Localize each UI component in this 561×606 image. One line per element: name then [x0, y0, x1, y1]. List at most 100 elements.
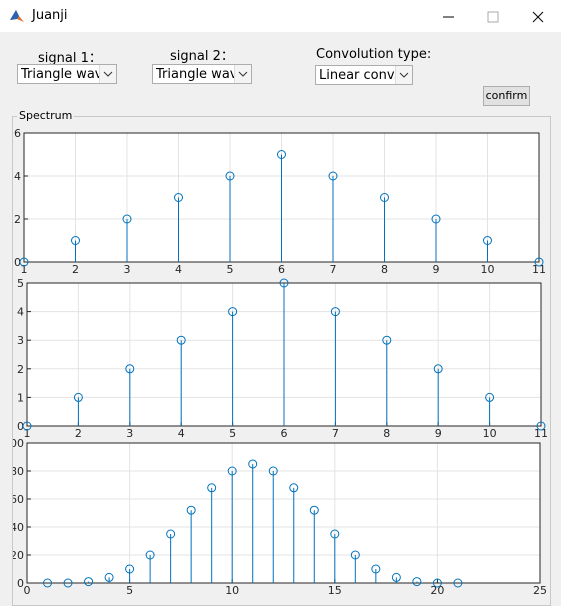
stem-marker [228, 307, 238, 317]
stem-marker [432, 578, 442, 588]
y-tick-label: 0 [14, 256, 21, 269]
panel-title: Spectrum [17, 109, 75, 122]
dropdown-value: Triangle wave [21, 67, 111, 82]
stem-marker [104, 572, 114, 582]
stem-marker [22, 421, 32, 431]
stem-marker [431, 214, 441, 224]
y-tick-label: 5 [17, 277, 24, 290]
y-tick-label: 60 [10, 493, 24, 506]
x-tick-label: 9 [435, 427, 442, 440]
stem-marker [309, 505, 319, 515]
y-tick-label: 0 [17, 577, 24, 590]
y-tick-label: 2 [14, 213, 21, 226]
stem-marker [350, 550, 360, 560]
x-tick-label: 10 [481, 263, 495, 276]
stem-marker [43, 578, 53, 588]
stem-marker [453, 578, 463, 588]
stem-marker [268, 466, 278, 476]
stem-marker [176, 335, 186, 345]
y-tick-label: 40 [10, 521, 24, 534]
y-tick-label: 20 [10, 549, 24, 562]
y-tick-label: 6 [14, 127, 21, 140]
x-tick-label: 11 [532, 263, 546, 276]
dropdown-value: Linear conv... [319, 68, 406, 83]
x-tick-label: 4 [175, 263, 182, 276]
app-icon [10, 10, 24, 22]
stem-marker [174, 193, 183, 202]
x-tick-label: 0 [24, 584, 31, 597]
x-tick-label: 7 [332, 427, 339, 440]
y-tick-label: 4 [14, 170, 21, 183]
stem-marker [71, 236, 80, 245]
stem-marker [19, 257, 29, 267]
stem-marker [328, 171, 338, 181]
y-tick-label: 1 [17, 391, 24, 404]
x-tick-label: 6 [281, 427, 288, 440]
x-tick-label: 5 [227, 263, 234, 276]
y-tick-label: 80 [10, 465, 24, 478]
x-tick-label: 4 [178, 427, 185, 440]
y-tick-label: 0 [17, 420, 24, 433]
stem-marker [534, 257, 544, 267]
x-tick-label: 2 [72, 263, 79, 276]
stem-marker [382, 335, 392, 345]
window-buttons [443, 11, 544, 23]
conv-type-dropdown[interactable]: Linear conv... [315, 65, 413, 85]
stem-marker [186, 505, 196, 515]
close-button[interactable] [532, 11, 544, 23]
x-tick-label: 5 [229, 427, 236, 440]
confirm-button[interactable]: confirm [483, 86, 530, 106]
stem-marker [248, 459, 258, 469]
signal1-label: signal 1： [38, 51, 102, 66]
x-tick-label: 10 [483, 427, 497, 440]
x-tick-label: 3 [126, 427, 133, 440]
x-tick-label: 8 [383, 427, 390, 440]
axes-background [27, 443, 540, 583]
stem-marker [207, 483, 217, 493]
x-tick-label: 6 [278, 263, 285, 276]
stem-marker [412, 577, 422, 587]
stem-marker [125, 564, 135, 574]
axes-border [26, 442, 541, 584]
stem-marker [73, 392, 83, 402]
x-tick-label: 1 [24, 427, 31, 440]
title-bar: Juanji [0, 0, 561, 32]
conv-type-label: Convolution type: [316, 47, 432, 62]
maximize-button[interactable] [487, 11, 499, 23]
x-tick-label: 15 [328, 584, 342, 597]
axes: 1 2 3 4 5 6 7 8 9 10 11 0 2 4 6 [14, 127, 546, 276]
stem-marker [485, 392, 495, 402]
stem-marker [63, 578, 73, 588]
y-tick-label: 4 [17, 306, 24, 319]
stem-marker [536, 421, 546, 431]
stem-marker [433, 364, 443, 374]
stem-marker [289, 483, 299, 493]
stem-marker [125, 364, 135, 374]
x-tick-label: 10 [225, 584, 239, 597]
signal2-label: signal 2： [170, 49, 234, 64]
stem-marker [227, 466, 237, 476]
stem-marker [380, 193, 389, 202]
signal1-dropdown[interactable]: Triangle wave [17, 64, 117, 84]
dropdown-value: Triangle wave [156, 67, 246, 82]
x-tick-label: 25 [533, 584, 547, 597]
stem-marker [330, 529, 340, 539]
stem-marker [330, 307, 340, 317]
stem-marker [277, 150, 286, 159]
stem-marker [122, 214, 132, 224]
window-title: Juanji [32, 8, 68, 23]
x-tick-label: 2 [75, 427, 82, 440]
x-tick-label: 1 [21, 263, 28, 276]
signal2-dropdown[interactable]: Triangle wave [152, 64, 252, 84]
stem-marker [225, 171, 235, 181]
x-tick-label: 3 [124, 263, 131, 276]
y-tick-label: 100 [3, 437, 24, 450]
x-tick-label: 8 [381, 263, 388, 276]
x-tick-label: 7 [330, 263, 337, 276]
stem-marker [84, 577, 94, 587]
x-tick-label: 5 [126, 584, 133, 597]
